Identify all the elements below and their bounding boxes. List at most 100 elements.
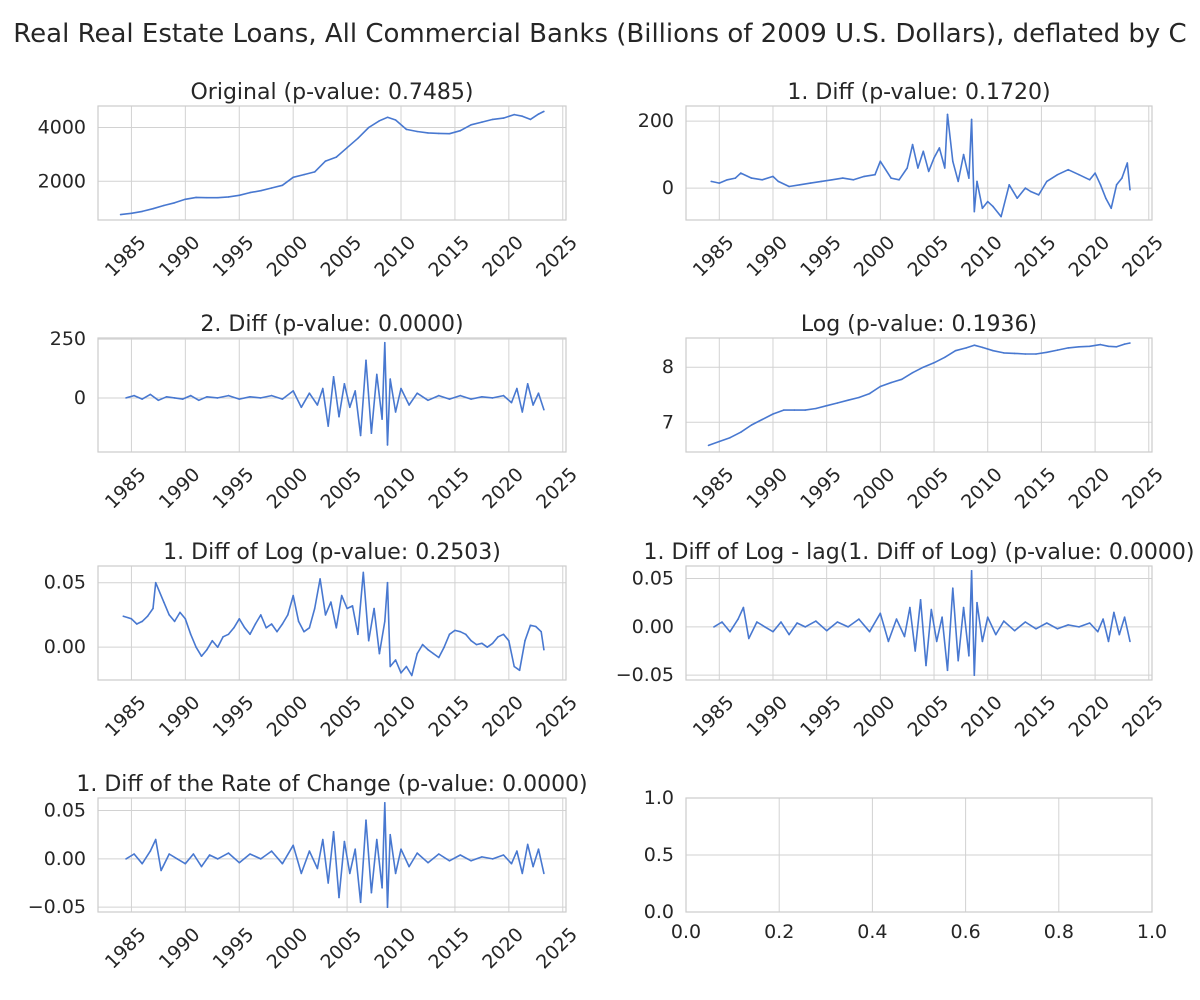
data-point: [459, 129, 462, 132]
data-point: [796, 622, 798, 624]
data-point: [930, 608, 933, 611]
series-line: [123, 571, 545, 677]
data-point: [970, 570, 973, 572]
data-point: [332, 376, 335, 378]
data-point: [1129, 189, 1131, 191]
data-point: [438, 132, 440, 135]
data-point: [389, 833, 392, 836]
x-tick-label: 2005: [903, 692, 953, 742]
data-point: [772, 175, 774, 178]
data-point: [416, 852, 419, 854]
data-point: [316, 404, 319, 406]
data-point: [313, 171, 316, 173]
data-point: [324, 160, 327, 162]
data-point: [1067, 168, 1069, 171]
data-point: [376, 373, 378, 376]
data-point: [303, 630, 305, 633]
data-point: [386, 581, 389, 584]
data-point: [357, 633, 359, 636]
data-point: [973, 344, 976, 347]
data-point: [408, 865, 410, 868]
data-point: [868, 392, 871, 395]
data-point: [416, 652, 419, 655]
data-point: [526, 843, 529, 846]
data-point: [270, 394, 273, 397]
y-tick-label: 8: [662, 356, 674, 378]
data-point: [470, 860, 472, 862]
data-point: [168, 853, 170, 855]
y-tick-label: 4000: [38, 117, 86, 139]
subplot-title: 1. Diff of Log (p-value: 0.2503): [163, 540, 501, 565]
data-point: [448, 860, 451, 862]
data-point: [502, 633, 505, 636]
data-point: [804, 626, 806, 628]
data-point: [300, 872, 303, 875]
data-point: [292, 594, 295, 597]
x-tick-label: 2000: [263, 924, 313, 974]
data-point: [125, 858, 127, 860]
data-point: [707, 444, 710, 447]
data-point: [141, 398, 143, 400]
data-point: [858, 618, 860, 620]
data-point: [416, 392, 419, 395]
data-point: [292, 390, 295, 392]
data-point: [200, 655, 203, 657]
data-point: [526, 383, 529, 385]
data-point: [1118, 633, 1121, 636]
series-line: [125, 341, 545, 446]
data-point: [354, 390, 357, 392]
data-point: [917, 167, 919, 169]
data-point: [825, 629, 828, 632]
data-point: [718, 440, 721, 443]
data-point: [836, 402, 839, 404]
x-tick-label: 2025: [532, 692, 582, 742]
data-point: [761, 418, 763, 421]
data-point: [176, 858, 179, 860]
data-point: [721, 621, 723, 623]
series-line: [713, 569, 1131, 677]
data-point: [543, 648, 545, 651]
data-point: [804, 409, 806, 411]
data-point: [938, 147, 941, 149]
x-tick-label: 1985: [689, 232, 739, 282]
data-point: [141, 620, 143, 623]
data-point: [1105, 197, 1107, 199]
data-point: [793, 409, 796, 411]
x-tick-label: 0.8: [1044, 921, 1074, 943]
data-point: [365, 359, 367, 362]
data-point: [154, 838, 157, 841]
x-tick-label: 2025: [1118, 464, 1168, 514]
data-point: [710, 180, 712, 183]
x-tick-label: 1985: [101, 692, 151, 742]
data-point: [211, 639, 214, 642]
x-tick-label: 2025: [1118, 692, 1168, 742]
x-tick-label: 1990: [742, 692, 792, 742]
data-point: [992, 205, 994, 208]
data-point: [335, 156, 338, 158]
data-point: [799, 184, 801, 186]
data-point: [330, 601, 332, 603]
data-point: [233, 627, 235, 629]
data-point: [729, 436, 731, 439]
data-point: [157, 399, 160, 402]
data-point: [1102, 618, 1104, 620]
data-point: [427, 648, 429, 651]
data-point: [1094, 172, 1096, 174]
data-point: [1113, 611, 1115, 614]
data-point: [532, 404, 534, 406]
data-point: [537, 113, 540, 115]
data-point: [216, 646, 219, 648]
data-point: [986, 200, 989, 203]
subplot-title: Original (p-value: 0.7485): [190, 80, 473, 105]
data-point: [750, 424, 753, 426]
data-point: [206, 396, 208, 398]
data-point: [386, 444, 389, 446]
x-tick-label: 2020: [478, 692, 528, 742]
data-point: [459, 394, 462, 397]
data-point: [195, 196, 197, 199]
data-point: [216, 397, 219, 399]
x-tick-label: 2015: [1011, 692, 1061, 742]
data-point: [1000, 215, 1002, 218]
x-tick-label: 2010: [370, 464, 420, 514]
data-point: [734, 177, 737, 179]
